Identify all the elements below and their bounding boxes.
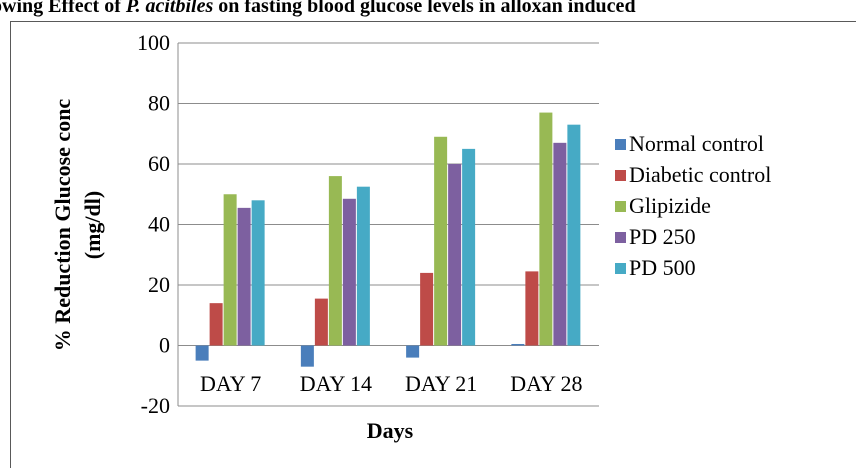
bar-diabetic-control — [209, 303, 223, 346]
bar-diabetic-control — [525, 271, 539, 346]
legend-item: PD 500 — [615, 255, 771, 280]
y-tick-label: -20 — [141, 393, 170, 418]
legend-swatch — [615, 169, 626, 181]
bar-pd-500 — [567, 124, 581, 346]
x-tick-label: DAY 7 — [200, 371, 261, 396]
bar-normal-control — [195, 345, 209, 361]
bar-diabetic-control — [314, 298, 328, 346]
x-tick-label: DAY 28 — [510, 371, 582, 396]
legend-swatch — [615, 138, 626, 150]
x-tick-label: DAY 14 — [300, 371, 372, 396]
y-tick-label: 20 — [148, 272, 170, 297]
bar-pd-250 — [553, 142, 567, 346]
legend-swatch — [615, 262, 626, 274]
legend-swatch — [615, 231, 626, 243]
legend-label: Normal control — [629, 131, 765, 156]
legend-item: Normal control — [615, 131, 771, 156]
bar-glipizide — [539, 112, 553, 346]
bar-pd-500 — [251, 200, 265, 346]
bar-normal-control — [511, 343, 525, 346]
bar-pd-500 — [462, 148, 476, 346]
y-tick-label: 60 — [148, 151, 170, 176]
y-tick-label: 100 — [137, 30, 170, 55]
y-axis-title-line2: (mg/dl) — [80, 191, 105, 259]
y-axis-title-line1: % Reduction Glucose conc — [50, 99, 75, 352]
title-prefix: owing Effect of — [0, 0, 126, 17]
legend-item: Diabetic control — [615, 162, 772, 187]
bar-pd-500 — [356, 186, 370, 346]
title-suffix: on fasting blood glucose levels in allox… — [213, 0, 636, 17]
bar-glipizide — [434, 136, 448, 346]
legend: Normal control Diabetic control Glipizide P… — [615, 131, 772, 289]
y-tick-label: 40 — [148, 212, 170, 237]
bar-glipizide — [223, 194, 237, 346]
chart-title: owing Effect of P. acitbiles on fasting … — [0, 0, 636, 18]
bar-normal-control — [406, 345, 420, 358]
legend-label: Diabetic control — [629, 162, 772, 187]
y-tick-label: 80 — [148, 91, 170, 116]
chart-title-strip: owing Effect of P. acitbiles on fasting … — [0, 0, 856, 22]
y-tick-label: 0 — [159, 333, 170, 358]
title-species: P. acitbiles — [125, 0, 214, 17]
legend-label: Glipizide — [629, 193, 711, 218]
legend-label: PD 500 — [629, 255, 696, 280]
bar-normal-control — [300, 345, 314, 367]
bar-pd-250 — [237, 207, 251, 346]
bar-pd-250 — [342, 198, 356, 346]
legend-item: Glipizide — [615, 193, 771, 218]
x-tick-label: DAY 21 — [405, 371, 477, 396]
bar-glipizide — [328, 176, 342, 346]
chart-frame — [10, 21, 856, 468]
bar-diabetic-control — [420, 272, 434, 346]
x-axis-title: Days — [367, 418, 414, 443]
legend-swatch — [615, 200, 626, 212]
bar-pd-250 — [448, 164, 462, 346]
legend-label: PD 250 — [629, 224, 696, 249]
legend-item: PD 250 — [615, 224, 771, 249]
